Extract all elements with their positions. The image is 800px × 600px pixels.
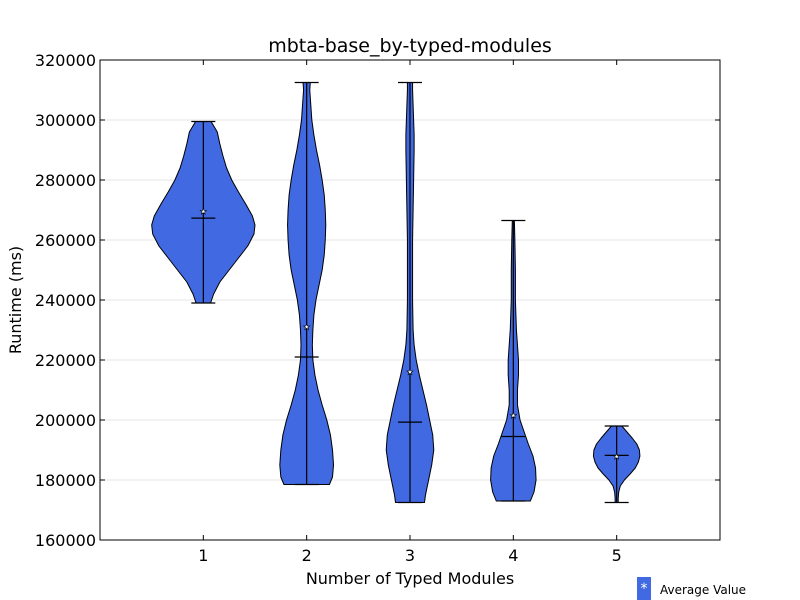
x-tick-label: 3 [405, 546, 415, 565]
x-tick-label: 4 [508, 546, 518, 565]
y-tick-label: 240000 [35, 291, 96, 310]
legend-label: Average Value [660, 583, 746, 597]
mean-marker [406, 367, 414, 376]
x-tick-label: 1 [198, 546, 208, 565]
x-tick-label: 2 [302, 546, 312, 565]
y-tick-label: 220000 [35, 351, 96, 370]
mean-marker [199, 207, 208, 215]
x-axis-ticks: 1 2 3 4 5 [198, 60, 622, 565]
y-axis-label: Runtime (ms) [6, 246, 25, 354]
x-tick-label: 5 [612, 546, 622, 565]
legend: * Average Value [637, 577, 746, 600]
chart-title: mbta-base_by-typed-modules [268, 35, 552, 57]
y-tick-label: 280000 [35, 171, 96, 190]
y-tick-label: 260000 [35, 231, 96, 250]
mean-marker [509, 411, 518, 419]
y-tick-label: 300000 [35, 111, 96, 130]
x-axis-label: Number of Typed Modules [306, 569, 514, 588]
y-tick-label: 160000 [35, 531, 96, 550]
y-tick-label: 180000 [35, 471, 96, 490]
y-tick-label: 200000 [35, 411, 96, 430]
y-tick-label: 320000 [35, 51, 96, 70]
legend-marker-icon: * [641, 581, 648, 597]
legend-swatch [637, 577, 651, 600]
mean-marker [302, 322, 311, 331]
y-axis-ticks: 160000 180000 200000 220000 240000 260000 2800… [35, 51, 720, 550]
mean-marker [612, 452, 621, 460]
violin-stats [191, 81, 629, 504]
